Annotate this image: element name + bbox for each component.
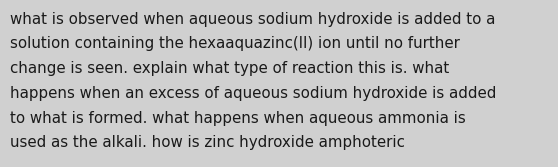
Text: what is observed when aqueous sodium hydroxide is added to a: what is observed when aqueous sodium hyd… <box>10 12 496 27</box>
Text: happens when an excess of aqueous sodium hydroxide is added: happens when an excess of aqueous sodium… <box>10 86 497 101</box>
Text: solution containing the hexaaquazinc(II) ion until no further: solution containing the hexaaquazinc(II)… <box>10 36 460 51</box>
Text: used as the alkali. how is zinc hydroxide amphoteric: used as the alkali. how is zinc hydroxid… <box>10 135 405 150</box>
Text: change is seen. explain what type of reaction this is. what: change is seen. explain what type of rea… <box>10 61 449 76</box>
Text: to what is formed. what happens when aqueous ammonia is: to what is formed. what happens when aqu… <box>10 111 466 126</box>
